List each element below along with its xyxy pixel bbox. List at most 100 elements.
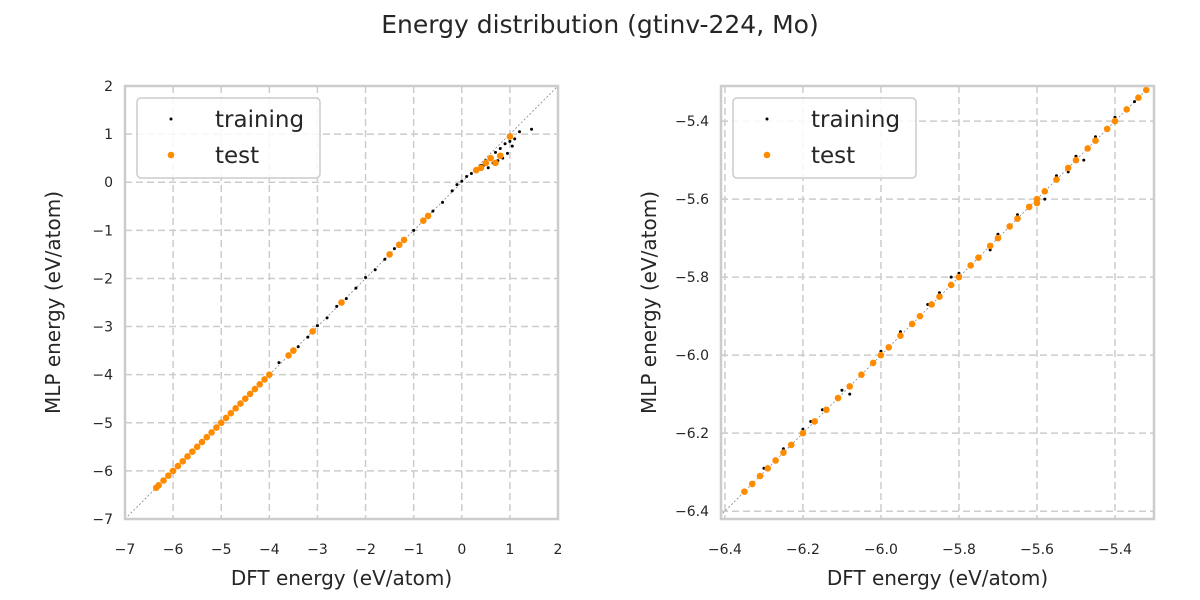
- right-scatter-plot: −6.4 −6.2 −6.0 −5.8 −5.6 −5.4 −6.4 −6.2 −6.0 −5.8…: [637, 84, 1156, 590]
- test-point: [823, 406, 830, 414]
- training-point: [530, 127, 534, 131]
- test-point: [155, 482, 162, 489]
- training-point: [364, 275, 368, 279]
- test-point: [222, 414, 230, 422]
- training-point: [460, 179, 464, 183]
- training-point: [493, 150, 497, 154]
- legend-marker-test: [763, 151, 771, 159]
- training-point: [450, 189, 454, 193]
- plot-frame: [719, 84, 1156, 521]
- test-point: [193, 443, 201, 451]
- test-point: [189, 448, 196, 455]
- test-point: [897, 332, 904, 339]
- legend-label-training: training: [215, 107, 304, 133]
- x-tick-label: −4: [259, 542, 280, 558]
- training-point: [296, 345, 300, 349]
- test-point: [165, 472, 172, 480]
- test-point: [967, 262, 974, 269]
- training-point: [277, 361, 281, 365]
- x-tick-label: −5.6: [1020, 542, 1054, 558]
- training-point: [508, 139, 512, 143]
- training-point: [383, 257, 387, 261]
- test-point: [198, 438, 206, 446]
- test-point: [1025, 203, 1033, 211]
- training-point: [840, 388, 844, 392]
- y-tick-label: −5.8: [675, 270, 709, 286]
- plot-area: [721, 86, 1151, 516]
- legend-frame: [136, 97, 321, 179]
- test-point: [386, 251, 393, 258]
- legend-marker-test: [167, 151, 175, 159]
- x-axis-label: DFT energy (eV/atom): [231, 566, 452, 590]
- test-point: [986, 242, 994, 250]
- y-tick-label: 0: [104, 175, 113, 191]
- training-point: [465, 174, 469, 178]
- training-point: [510, 144, 514, 148]
- x-tick-label: −5.8: [942, 542, 976, 558]
- x-tick-label: −6: [163, 542, 184, 558]
- test-point: [741, 488, 748, 495]
- training-point: [486, 166, 490, 170]
- training-point: [441, 200, 445, 204]
- test-point: [869, 359, 877, 367]
- test-point: [217, 419, 225, 427]
- test-point: [1072, 156, 1080, 164]
- test-point: [419, 217, 427, 225]
- test-point: [208, 429, 215, 436]
- training-point: [431, 209, 435, 213]
- test-point: [928, 301, 935, 308]
- test-point: [213, 424, 220, 431]
- y-tick-label: −5.6: [675, 192, 709, 208]
- test-point: [203, 433, 211, 441]
- legend-label-training: training: [811, 107, 900, 133]
- test-point: [1014, 215, 1021, 222]
- legend-frame: [732, 97, 917, 179]
- test-point: [285, 352, 292, 359]
- test-point: [811, 418, 818, 425]
- x-tick-label: −6.0: [864, 542, 898, 558]
- x-tick-label: 0: [457, 542, 466, 558]
- test-point: [395, 241, 403, 249]
- test-point: [290, 347, 297, 354]
- test-point: [916, 312, 924, 320]
- training-point: [315, 324, 319, 328]
- plot-frame: [123, 84, 560, 521]
- training-point: [392, 247, 396, 251]
- x-tick-label: −1: [403, 542, 424, 558]
- training-point: [306, 335, 310, 339]
- test-point: [764, 464, 772, 472]
- test-point: [834, 394, 842, 402]
- test-point: [748, 480, 756, 488]
- test-point: [787, 441, 795, 449]
- test-point: [947, 281, 955, 289]
- test-point: [846, 383, 854, 390]
- training-point: [498, 147, 502, 151]
- y-tick-label: −5.4: [675, 114, 709, 130]
- legend-label-test: test: [215, 143, 259, 169]
- test-point: [309, 328, 316, 335]
- test-point: [237, 400, 244, 407]
- training-point: [503, 142, 507, 146]
- training-point: [354, 286, 358, 290]
- test-point: [487, 154, 494, 162]
- x-tick-label: 2: [554, 542, 563, 558]
- test-point: [799, 429, 807, 437]
- test-point: [955, 273, 963, 281]
- test-point: [1084, 145, 1091, 152]
- training-point: [469, 172, 473, 176]
- training-point: [412, 228, 416, 232]
- training-point: [1043, 197, 1047, 201]
- left-scatter-plot: −7 −6 −5 −4 −3 −2 −1 0 1 2 −7 −6 −5 −4 −3 −2 −1 0 1 2 DFT en…: [41, 79, 562, 590]
- test-point: [908, 320, 916, 328]
- test-point: [184, 453, 191, 460]
- legend: training test: [136, 97, 321, 179]
- y-tick-label: −4: [92, 368, 113, 384]
- x-tick-label: −2: [355, 542, 376, 558]
- training-point: [1132, 100, 1136, 104]
- test-point: [179, 457, 187, 465]
- test-point: [936, 293, 943, 300]
- y-axis-label: MLP energy (eV/atom): [41, 191, 65, 414]
- x-axis-label: DFT energy (eV/atom): [827, 566, 1048, 590]
- test-point: [266, 371, 273, 378]
- training-point: [455, 183, 459, 187]
